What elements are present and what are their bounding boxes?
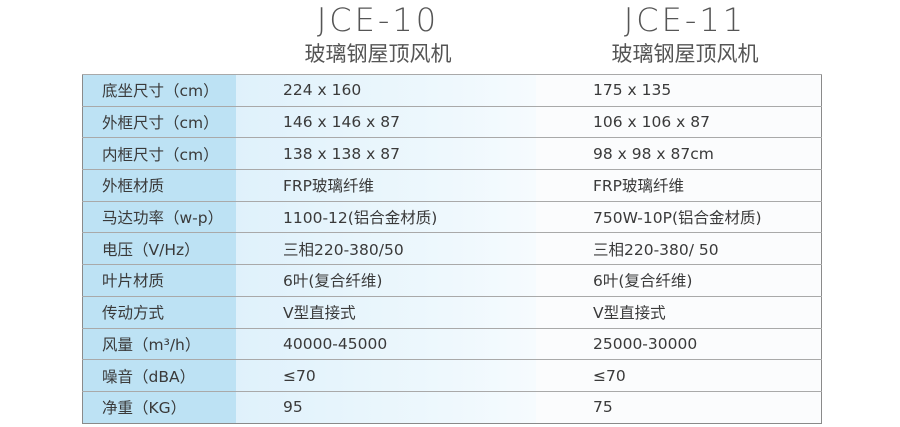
cell: 138 x 138 x 87 (236, 137, 536, 170)
row-label: 传动方式 (82, 295, 236, 328)
cell: 146 x 146 x 87 (236, 105, 536, 138)
cell: 95 (236, 390, 536, 424)
cell: 6叶(复合纤维) (236, 264, 536, 297)
cell: ≤70 (536, 359, 822, 392)
cell: FRP玻璃纤维 (536, 169, 822, 202)
model: JCE-10 (316, 1, 440, 39)
cell: 25000-30000 (536, 327, 822, 360)
row: 风量（m³/h） 40000-45000 25000-30000 (82, 327, 822, 360)
cell: 106 x 106 x 87 (536, 105, 822, 138)
row-label: 净重（KG） (82, 390, 236, 424)
cell: 75 (536, 390, 822, 424)
row-label: 底坐尺寸（cm） (82, 74, 236, 107)
row: 底坐尺寸（cm） 224 x 160 175 x 135 (82, 74, 822, 107)
cell: 三相220-380/ 50 (536, 232, 822, 265)
row-label: 风量（m³/h） (82, 327, 236, 360)
cell: FRP玻璃纤维 (236, 169, 536, 202)
row: 内框尺寸（cm） 138 x 138 x 87 98 x 98 x 87cm (82, 137, 822, 170)
cell: 175 x 135 (536, 74, 822, 107)
row-label: 马达功率（w-p） (82, 200, 236, 233)
product-name: 玻璃钢屋顶风机 (304, 42, 452, 66)
row-label: 外框材质 (82, 169, 236, 202)
cell: 750W-10P(铝合金材质) (536, 200, 822, 233)
product-name: 玻璃钢屋顶风机 (611, 42, 759, 66)
spec-table: 底坐尺寸（cm） 224 x 160 175 x 135 外框尺寸（cm） 146 x … (82, 74, 822, 424)
row: 外框材质 FRP玻璃纤维 FRP玻璃纤维 (82, 169, 822, 202)
cell: 1100-12(铝合金材质) (236, 200, 536, 233)
column-header: JCE-10 玻璃钢屋顶风机 (228, 0, 528, 69)
row: 叶片材质 6叶(复合纤维) 6叶(复合纤维) (82, 264, 822, 297)
row: 传动方式 V型直接式 V型直接式 (82, 295, 822, 328)
row-label: 噪音（dBA） (82, 359, 236, 392)
row: 马达功率（w-p） 1100-12(铝合金材质) 750W-10P(铝合金材质) (82, 200, 822, 233)
row: 噪音（dBA） ≤70 ≤70 (82, 359, 822, 392)
cell: 6叶(复合纤维) (536, 264, 822, 297)
cell: ≤70 (236, 359, 536, 392)
row-label: 内框尺寸（cm） (82, 137, 236, 170)
model: JCE-11 (623, 1, 747, 39)
row-label: 电压（V/Hz） (82, 232, 236, 265)
row-label: 叶片材质 (82, 264, 236, 297)
cell: V型直接式 (236, 295, 536, 328)
cell: 98 x 98 x 87cm (536, 137, 822, 170)
cell: 224 x 160 (236, 74, 536, 107)
row: 电压（V/Hz） 三相220-380/50 三相220-380/ 50 (82, 232, 822, 265)
column-header: JCE-11 玻璃钢屋顶风机 (535, 0, 835, 69)
row: 外框尺寸（cm） 146 x 146 x 87 106 x 106 x 87 (82, 105, 822, 138)
cell: V型直接式 (536, 295, 822, 328)
cell: 40000-45000 (236, 327, 536, 360)
row: 净重（KG） 95 75 (82, 390, 822, 424)
cell: 三相220-380/50 (236, 232, 536, 265)
row-label: 外框尺寸（cm） (82, 105, 236, 138)
